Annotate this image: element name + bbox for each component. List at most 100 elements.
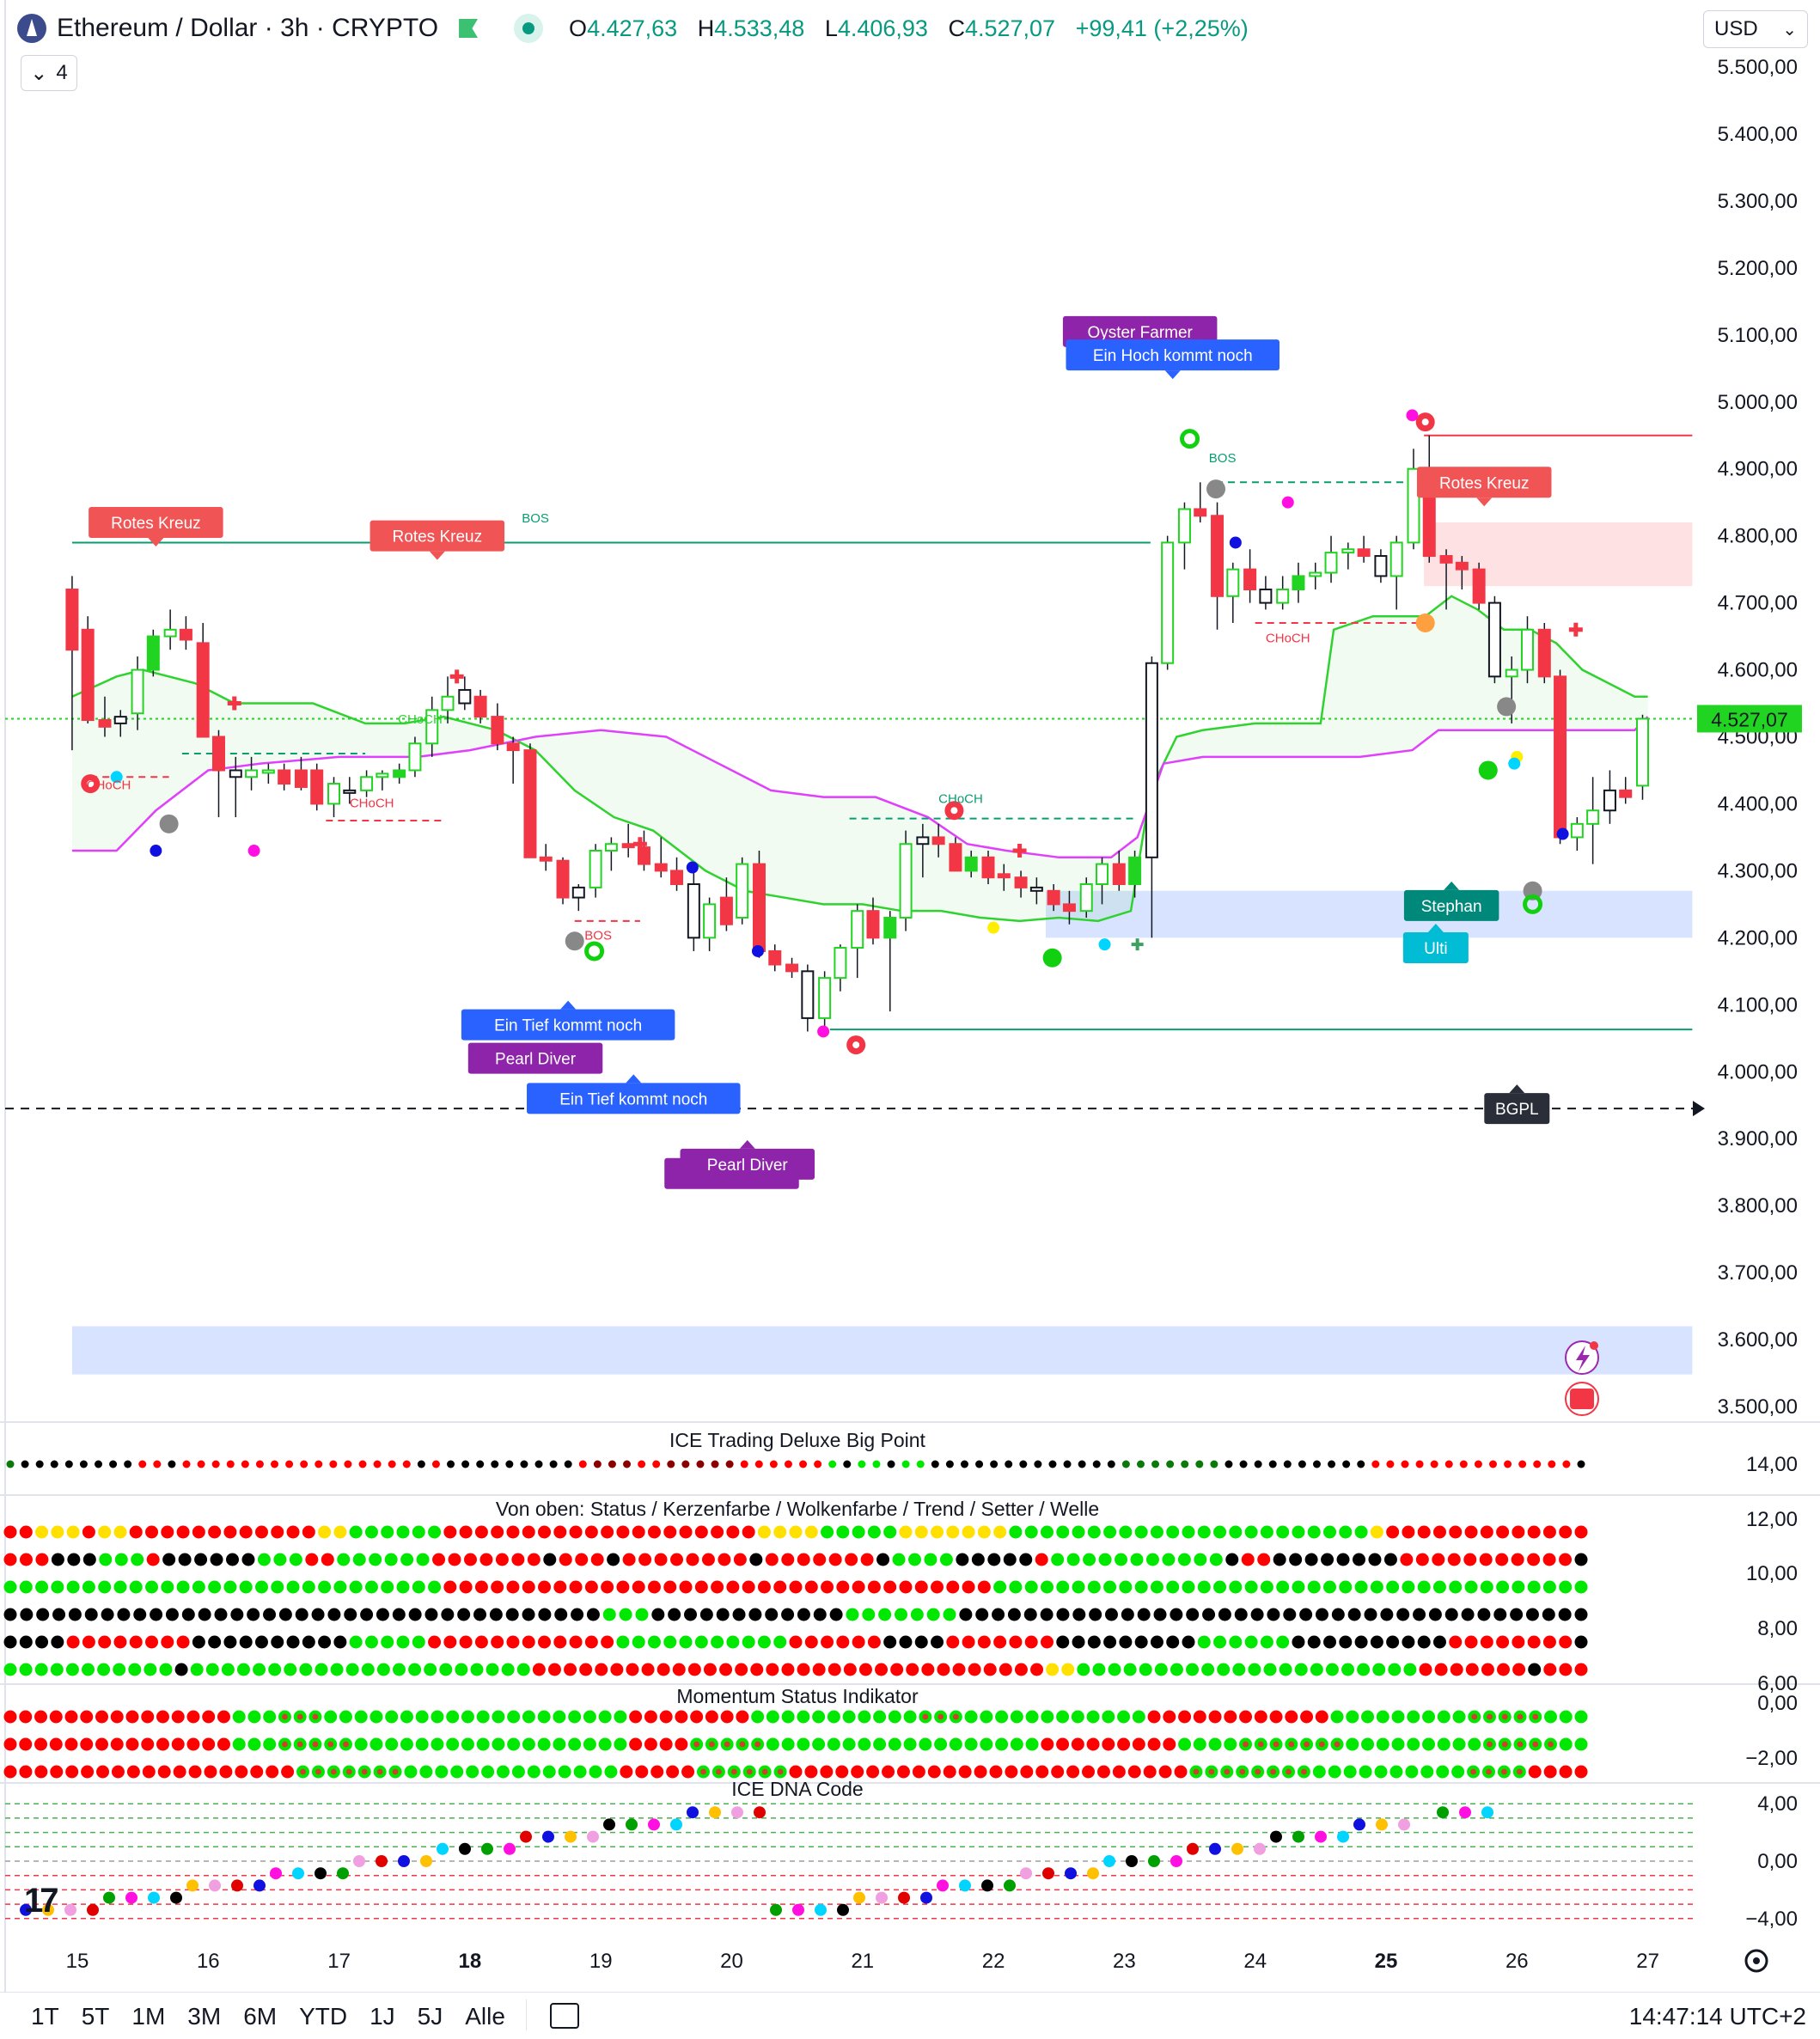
matrix-dot	[211, 1460, 220, 1468]
price-tick-label: 5.300,00	[1718, 190, 1798, 213]
matrix-dot	[19, 1525, 33, 1539]
matrix-dot	[80, 1710, 94, 1724]
range-1j[interactable]: 1J	[369, 2003, 395, 2030]
matrix-dot	[1009, 1635, 1023, 1649]
range-1m[interactable]: 1M	[131, 2003, 166, 2030]
matrix-dot	[1495, 1553, 1509, 1566]
matrix-dot	[35, 1525, 49, 1539]
range-alle[interactable]: Alle	[465, 2003, 505, 2030]
matrix-dot	[522, 1608, 535, 1621]
yellow-dot-icon	[987, 921, 1000, 934]
matrix-dot	[192, 1525, 205, 1539]
range-5j[interactable]: 5J	[417, 2003, 443, 2030]
matrix-dot	[1158, 1765, 1172, 1779]
date-range-icon[interactable]	[550, 2003, 579, 2029]
matrix-dot	[1056, 1635, 1070, 1649]
price-tick-label: 4.600,00	[1718, 659, 1798, 682]
matrix-dot	[757, 1580, 771, 1594]
candle	[1062, 890, 1076, 925]
matrix-dot	[1010, 1710, 1023, 1724]
matrix-dot-core	[315, 1768, 321, 1775]
candle-body	[1243, 568, 1257, 591]
matrix-dot	[670, 1553, 684, 1566]
gear-icon	[1744, 1949, 1768, 1973]
symbol-title[interactable]: Ethereum / Dollar · 3h · CRYPTO	[57, 14, 439, 42]
matrix-dot	[912, 1765, 925, 1779]
matrix-dot	[616, 1525, 630, 1539]
matrix-dot	[781, 1608, 795, 1621]
matrix-dot	[141, 1737, 155, 1751]
matrix-dot	[769, 1460, 778, 1468]
matrix-dot	[1162, 1553, 1176, 1566]
matrix-dot	[412, 1580, 425, 1594]
currency-select[interactable]: USD ⌄	[1703, 10, 1808, 48]
matrix-dot	[1339, 1580, 1353, 1594]
candle-body	[393, 769, 406, 778]
matrix-dot	[1260, 1525, 1273, 1539]
matrix-dot	[1136, 1460, 1145, 1468]
indicator-collapse-button[interactable]: ⌄ 4	[21, 55, 77, 91]
matrix-dot	[511, 1765, 525, 1779]
matrix-dot	[1056, 1737, 1070, 1751]
range-6m[interactable]: 6M	[243, 2003, 278, 2030]
candle	[360, 770, 374, 797]
matrix-dot	[1525, 1608, 1539, 1621]
candle	[1177, 502, 1191, 570]
matrix-dot	[299, 1663, 313, 1676]
candle	[1226, 562, 1240, 623]
matrix-dot	[1201, 1663, 1215, 1676]
matrix-dot	[1034, 1460, 1042, 1468]
matrix-dot	[192, 1635, 205, 1649]
matrix-dot	[1376, 1737, 1389, 1751]
matrix-dot	[1354, 1635, 1368, 1649]
matrix-dot	[428, 1635, 442, 1649]
matrix-dot	[1009, 1525, 1023, 1539]
matrix-dot	[1218, 1608, 1231, 1621]
matrix-dot	[1479, 1553, 1493, 1566]
matrix-dot	[396, 1525, 410, 1539]
range-1t[interactable]: 1T	[31, 2003, 59, 2030]
matrix-dot	[1046, 1663, 1060, 1676]
matrix-dot	[766, 1710, 779, 1724]
matrix-dot	[1232, 1663, 1246, 1676]
matrix-dot	[1024, 1580, 1038, 1594]
matrix-dot	[1361, 1737, 1375, 1751]
matrix-dot	[1415, 1460, 1424, 1468]
price-tick-label: 3.800,00	[1718, 1194, 1798, 1218]
flash-icon-bolt	[1576, 1346, 1590, 1371]
matrix-dot	[1020, 1765, 1034, 1779]
matrix-dot	[1370, 1635, 1383, 1649]
range-ytd[interactable]: YTD	[299, 2003, 348, 2030]
matrix-dot	[415, 1737, 429, 1751]
indicator-count: 4	[56, 61, 68, 84]
candle-body	[621, 843, 635, 849]
candle-body	[1505, 668, 1518, 678]
matrix-dot	[49, 1737, 63, 1751]
matrix-dot	[1244, 1580, 1258, 1594]
matrix-dot	[520, 1460, 528, 1468]
label: Oyster Farmer	[1062, 315, 1218, 347]
range-3m[interactable]: 3M	[187, 2003, 222, 2030]
matrix-dot	[1066, 1553, 1080, 1566]
matrix-dot	[1056, 1608, 1070, 1621]
time-tick-label: 26	[1505, 1950, 1529, 1973]
range-5t[interactable]: 5T	[81, 2003, 110, 2030]
dna-dot	[20, 1903, 32, 1916]
matrix-dot	[3, 1710, 17, 1724]
matrix-dot	[1276, 1635, 1290, 1649]
cyan-dot-icon	[110, 771, 123, 784]
candle	[523, 743, 537, 858]
matrix-dot	[1166, 1460, 1175, 1468]
candle-body	[964, 856, 978, 872]
candle	[393, 763, 406, 784]
matrix-dot	[647, 1580, 661, 1594]
matrix-dot	[701, 1553, 715, 1566]
label-box	[1484, 1093, 1550, 1125]
matrix-dot	[159, 1663, 173, 1676]
dna-dot	[687, 1806, 699, 1819]
matrix-dot	[210, 1553, 223, 1566]
matrix-dot	[1574, 1663, 1588, 1676]
matrix-dot-core	[312, 1741, 319, 1748]
matrix-dot	[732, 1608, 746, 1621]
